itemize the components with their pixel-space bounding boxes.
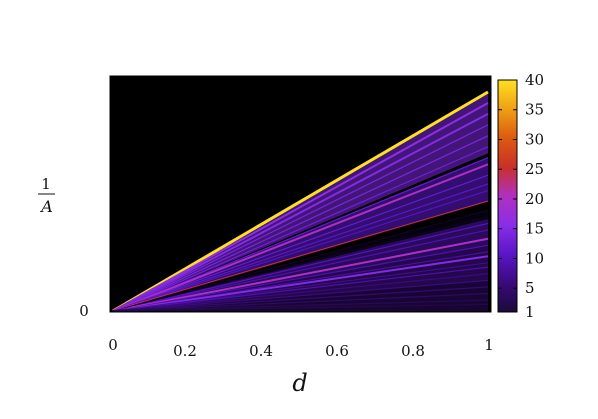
ray-line (112, 266, 489, 312)
colorbar-tick-label: 15 (525, 220, 544, 238)
colorbar-ticks: 40 35 30 25 20 15 10 5 1 (498, 71, 544, 321)
ray-line (112, 262, 489, 312)
ray-line (112, 124, 489, 312)
ray-line (112, 90, 489, 312)
ray-line (112, 222, 489, 312)
ray-line (112, 255, 489, 312)
ray-line (112, 237, 489, 312)
colorbar-tick-label: 10 (525, 249, 544, 267)
ray-line (112, 113, 489, 312)
ray-line (112, 102, 489, 312)
colorbar (497, 79, 518, 313)
ray-line (112, 299, 489, 312)
x-axis-label: d (292, 369, 307, 397)
colorbar-tick-label: 1 (525, 303, 535, 321)
ray-line (112, 273, 489, 312)
y-axis-label-denominator: A (39, 197, 53, 216)
colorbar-tick-label: 5 (525, 279, 535, 297)
ray-line (112, 286, 489, 312)
x-tick-label: 0 (108, 336, 118, 354)
ray-line (112, 174, 489, 312)
x-tick-label: 0.4 (249, 342, 273, 360)
y-axis-label: 1 A (38, 175, 55, 216)
ray-line (112, 292, 489, 312)
y-axis-label-numerator: 1 (41, 175, 51, 193)
colorbar-tick-label: 25 (525, 160, 544, 178)
ray-line (112, 303, 489, 312)
x-tick-label: 0.8 (401, 342, 425, 360)
x-tick-label: 1 (484, 336, 494, 354)
plot-frame (109, 75, 492, 313)
ray-line (112, 279, 489, 312)
x-tick-label: 0.2 (173, 342, 197, 360)
y-tick-label: 0 (79, 302, 89, 320)
x-tick-label: 0.6 (325, 342, 349, 360)
ray-line (112, 135, 489, 312)
ray-line (112, 157, 489, 312)
ray-line (112, 244, 489, 312)
ray-line (112, 183, 489, 312)
ray-line (112, 163, 489, 312)
ray-marks-group (112, 90, 489, 312)
colorbar-tick-label: 35 (525, 101, 544, 119)
ray-line (112, 189, 489, 312)
ray-line (112, 229, 489, 312)
ray-gap (113, 201, 488, 311)
colorbar-tick-label: 30 (525, 130, 544, 148)
colorbar-tick-label: 20 (525, 190, 544, 208)
colorbar-tick-label: 40 (525, 71, 544, 89)
ray-line (112, 146, 489, 312)
